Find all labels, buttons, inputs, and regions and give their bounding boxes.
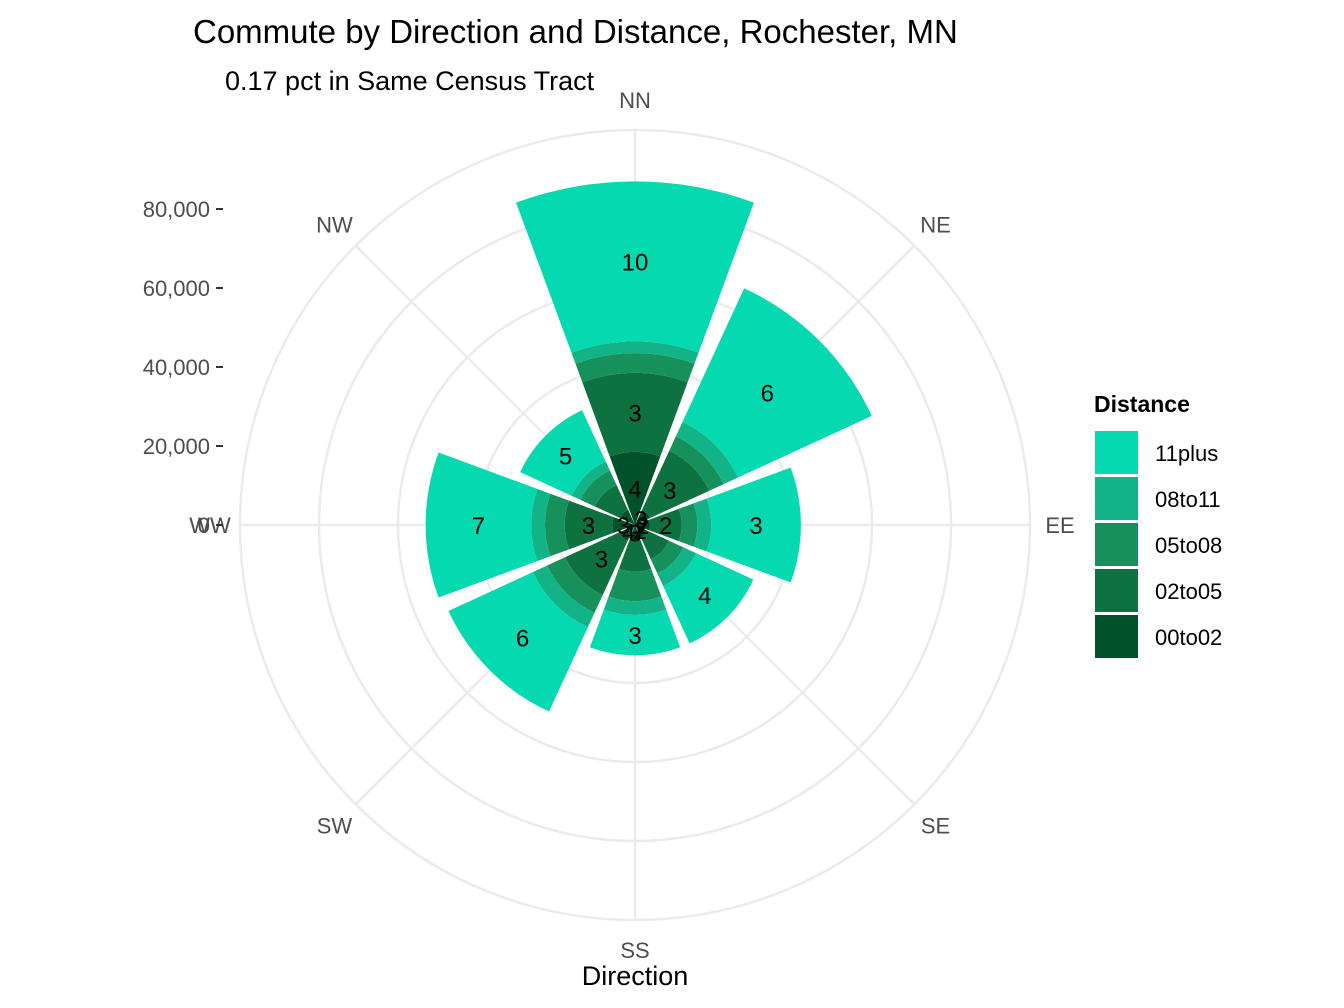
bar-label-EE-02to05: 2 (659, 513, 672, 540)
bar-label-SW-00to02: 4 (622, 519, 635, 546)
bar-WW-11plus (425, 452, 538, 598)
bar-label-NE-02to05: 3 (663, 478, 676, 505)
direction-label-NE: NE (920, 212, 951, 237)
y-tick-label: 60,000 (143, 276, 210, 301)
chart-subtitle: 0.17 pct in Same Census Tract (225, 66, 595, 96)
bar-label-NE-11plus: 6 (761, 381, 774, 408)
bar-EE-05to08 (678, 503, 698, 547)
direction-label-WW: WW (189, 513, 231, 538)
bar-SW-02to05 (565, 532, 628, 595)
bar-label-SS-11plus: 3 (628, 623, 641, 650)
legend-label-02to05: 02to05 (1155, 579, 1222, 604)
bar-label-NN-11plus: 10 (622, 249, 649, 276)
bar-NW-05to08 (580, 470, 617, 507)
bar-label-SE-11plus: 4 (698, 583, 711, 610)
y-axis: 0 20,000 40,000 60,000 80,000 (143, 197, 223, 538)
bar-WW-02to05 (564, 500, 614, 550)
direction-label-NN: NN (619, 88, 651, 113)
bar-SS-08to11 (603, 596, 667, 616)
y-tick-label: 80,000 (143, 197, 210, 222)
legend-swatch-05to08 (1095, 523, 1138, 566)
legend-swatch-08to11 (1095, 477, 1138, 520)
bar-label-NW-11plus: 5 (559, 444, 572, 471)
legend-swatch-02to05 (1095, 569, 1138, 612)
legend-label-00to02: 00to02 (1155, 625, 1222, 650)
bar-label-WW-00to02: 3 (617, 513, 630, 540)
bar-label-WW-11plus: 7 (472, 513, 485, 540)
bar-SS-00to02 (629, 525, 641, 541)
bar-label-NN-00to02: 4 (628, 476, 641, 503)
direction-label-SS: SS (620, 938, 649, 963)
bar-label-NE-00to02: 3 (634, 507, 647, 534)
direction-label-SW: SW (317, 814, 353, 839)
bar-SE-08to11 (657, 547, 696, 586)
x-axis-title: Direction (582, 961, 689, 991)
chart-title: Commute by Direction and Distance, Roche… (193, 13, 958, 50)
bar-SW-00to02 (618, 525, 635, 542)
bar-SE-02to05 (640, 530, 670, 560)
bar-SW-05to08 (547, 557, 603, 613)
direction-label-EE: EE (1045, 513, 1074, 538)
bar-NE-11plus (682, 288, 872, 478)
y-tick-label: 0 (198, 513, 210, 538)
bar-label-WW-02to05: 3 (582, 513, 595, 540)
bar-NN-05to08 (575, 353, 695, 383)
bar-EE-08to11 (693, 498, 712, 552)
bar-NW-11plus (520, 410, 606, 496)
bar-NW-02to05 (594, 484, 629, 519)
bar-EE-00to02 (635, 519, 651, 531)
bar-NN-08to11 (571, 341, 699, 364)
bar-NN-02to05 (582, 372, 688, 457)
legend-swatch-00to02 (1095, 615, 1138, 658)
bar-label-EE-00to02: 2 (636, 513, 649, 540)
bar-NE-08to11 (675, 422, 738, 485)
bar-WW-00to02 (612, 517, 635, 533)
grid-ring-outer (238, 128, 1032, 922)
bar-label-EE-11plus: 3 (749, 513, 762, 540)
direction-label-NW: NW (316, 212, 353, 237)
direction-labels: NN NE EE SE SS SW WW NW (189, 88, 1074, 963)
bar-label-SE-00to02: 2 (633, 518, 646, 545)
direction-label-SE: SE (921, 814, 950, 839)
bar-segments (425, 181, 872, 712)
bar-SE-00to02 (635, 525, 648, 538)
bar-label-SW-02to05: 3 (595, 547, 608, 574)
bar-NW-08to11 (571, 461, 610, 500)
bar-SE-05to08 (650, 540, 684, 574)
bar-SS-02to05 (618, 539, 652, 572)
bar-SE-11plus (663, 553, 754, 644)
bar-WW-08to11 (531, 489, 551, 561)
y-tick-label: 20,000 (143, 434, 210, 459)
bar-NN-00to02 (609, 451, 661, 525)
bar-SW-08to11 (532, 565, 595, 628)
legend-title: Distance (1094, 391, 1190, 417)
bar-SS-05to08 (608, 568, 662, 602)
legend-label-08to11: 08to11 (1155, 487, 1221, 512)
bar-NE-00to02 (635, 509, 651, 525)
legend: Distance 11plus 08to11 05to08 02to05 00to02 (1094, 391, 1222, 658)
bar-SS-11plus (589, 609, 681, 656)
bar-EE-11plus (706, 467, 801, 583)
bar-NE-05to08 (669, 436, 724, 491)
bar-label-SS-00to02: 3 (628, 521, 641, 548)
legend-label-11plus: 11plus (1155, 441, 1218, 466)
legend-swatch-11plus (1095, 431, 1138, 474)
bar-label-SW-11plus: 6 (516, 625, 529, 652)
bar-NE-02to05 (641, 450, 710, 519)
y-tick-label: 40,000 (143, 355, 210, 380)
bar-NW-00to02 (619, 509, 635, 525)
bar-WW-05to08 (544, 493, 570, 557)
bar-EE-02to05 (649, 508, 682, 542)
bar-SW-11plus (448, 572, 588, 712)
legend-label-05to08: 05to08 (1155, 533, 1222, 558)
bar-label-NN-02to05: 3 (628, 400, 641, 427)
bar-NN-11plus (516, 181, 754, 353)
